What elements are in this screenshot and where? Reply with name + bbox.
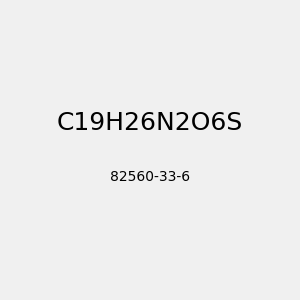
Text: 82560-33-6: 82560-33-6: [110, 170, 190, 184]
Text: C19H26N2O6S: C19H26N2O6S: [57, 111, 243, 135]
